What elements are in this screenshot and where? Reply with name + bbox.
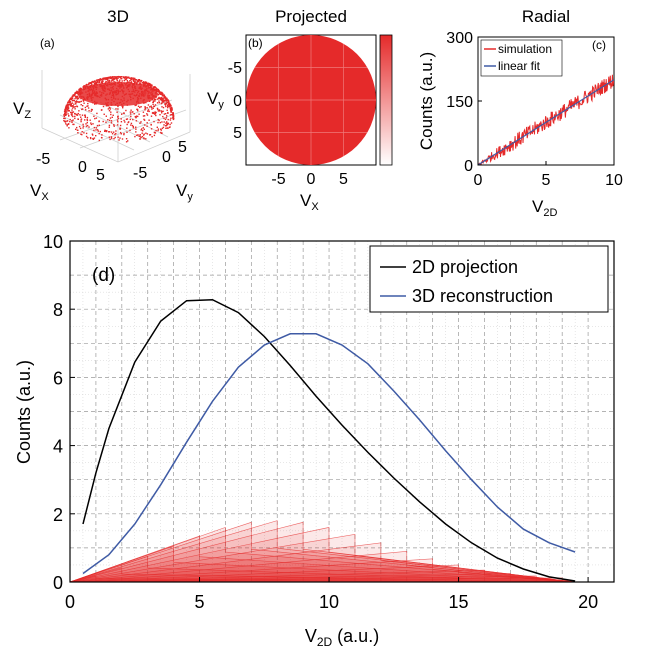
panel-d-ytick-label-1: 2 [53,505,63,525]
panel-a-label: (a) [40,36,55,50]
panel-a-box [41,70,191,163]
panel-a-ylabel: Vy [176,181,193,203]
panel-a-xtick-1: 0 [78,159,87,176]
panel-d-ytick-label-2: 4 [53,437,63,457]
panel-b-grid [246,35,376,165]
panel-a-xlabel: VX [30,181,49,203]
panel-d-xtick-label-2: 10 [319,592,339,612]
shell-6 [70,526,576,582]
panel-b-ytick-2: 5 [233,125,242,142]
panel-c-xtick-label-0: 0 [474,172,483,189]
series-2d-projection-line [82,298,576,582]
panel-a: 3D (a) VZ -5 0 5 -5 0 5 VX Vy [13,7,193,203]
panel-c-ytick-label-0: 0 [464,158,473,175]
panel-a-xtick-2: 5 [96,167,105,184]
panel-a-ytick-1: 0 [162,149,171,166]
panel-d-xtick-label-4: 20 [578,592,598,612]
panel-d-ylabel: Counts (a.u.) [14,360,34,464]
panel-b-xlabel: VX [300,191,319,213]
shell-4 [70,545,576,582]
panel-c-ylabel: Counts (a.u.) [417,52,436,150]
series-3d-reconstruction-line [82,333,576,575]
shell-5 [70,535,576,582]
panel-a-ytick-0: -5 [133,165,147,182]
panel-b-xtick-0: -5 [271,171,285,188]
hemisphere-cap [78,82,158,106]
panel-d-xtick-label-3: 15 [449,592,469,612]
panel-b: Projected (b) -5 0 5 Vy -5 0 5 VX [207,7,393,213]
panel-c-ytick-label-2: 300 [446,30,473,47]
panel-a-title: 3D [107,7,129,26]
panel-b-xtick-2: 5 [339,171,348,188]
panel-d-legend: 2D projection 3D reconstruction [369,245,609,313]
series-linear-fit-line [478,79,614,165]
panel-d-ytick-label-0: 0 [53,573,63,593]
panel-d-label: (d) [92,265,115,286]
legend-2d-projection-label: 2D projection [412,257,518,277]
panel-b-ytick-0: -5 [228,60,242,77]
panel-a-ytick-2: 5 [178,139,187,156]
panel-d-ytick-label-4: 8 [53,300,63,320]
panel-c-ytick-label-1: 150 [446,94,473,111]
legend-linear-fit-label: linear fit [498,59,541,73]
panel-d-ticks: 0 5 10 15 20 0 2 4 6 8 10 [43,232,598,612]
panel-c-xtick-label-2: 10 [605,172,623,189]
shell-12 [70,542,576,582]
panel-c-xlabel: V2D [532,197,557,219]
panel-b-label: (b) [248,36,263,50]
panel-b-title: Projected [275,7,347,26]
shell-7 [70,521,576,582]
hemisphere-points [63,75,175,143]
panel-a-zlabel: VZ [13,99,31,121]
panel-d-xlabel: V2D (a.u.) [305,626,379,649]
panel-d-ytick-label-5: 10 [43,232,63,252]
panel-c-ticks: 0 5 10 0 150 300 [446,30,623,189]
panel-d: 0 5 10 15 20 0 2 4 6 8 10 (d) 2D projection 3D rec… [14,232,615,649]
series-simulation-line [478,74,614,165]
panel-b-ytick-1: 0 [233,93,242,110]
panel-b-xtick-1: 0 [307,171,316,188]
panel-d-frame [69,240,615,583]
shell-14 [70,558,576,582]
legend-simulation-label: simulation [498,42,552,56]
panel-a-xtick-0: -5 [36,151,50,168]
panel-c: Radial 0 5 10 0 150 300 simulation linear fit… [417,7,623,219]
panel-c-legend: simulation linear fit [480,39,563,77]
panel-c-title: Radial [522,7,570,26]
panel-d-xtick-label-1: 5 [195,592,205,612]
panel-b-ylabel: Vy [207,89,224,111]
panel-d-ytick-label-3: 6 [53,368,63,388]
shell-1 [70,575,576,582]
panel-c-label: (c) [592,38,606,52]
shell-contributions [70,520,576,582]
panel-d-xtick-label-0: 0 [65,592,75,612]
panel-c-xtick-label-1: 5 [542,172,551,189]
legend-3d-reconstruction-label: 3D reconstruction [412,286,553,306]
shell-2 [70,567,576,582]
shell-8 [70,520,576,582]
colorbar [379,34,393,166]
shell-10 [70,527,576,582]
